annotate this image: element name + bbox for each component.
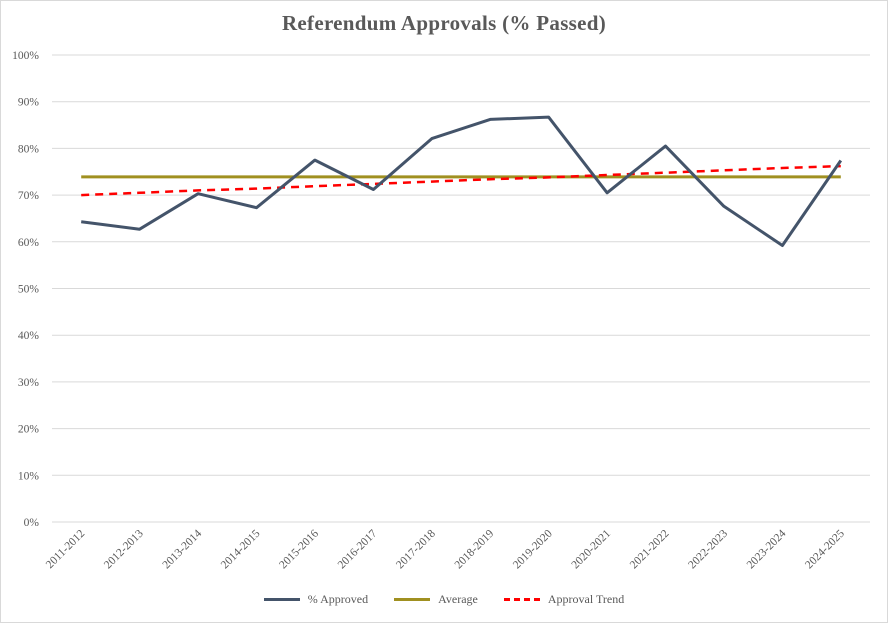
legend-swatch-trend <box>504 598 540 601</box>
x-tick-label: 2022-2023 <box>686 527 730 571</box>
x-tick-label: 2023-2024 <box>745 527 789 571</box>
legend-item-trend: Approval Trend <box>504 592 624 607</box>
y-tick-label: 80% <box>18 143 40 155</box>
y-tick-label: 90% <box>18 97 40 109</box>
plot-area: 0% 10% 20% 30% 40% 50% 60% 70% 80% 90% 100% 2011-2… <box>0 0 888 623</box>
x-tick-label: 2013-2014 <box>160 527 204 571</box>
legend-label-average: Average <box>438 592 478 607</box>
x-tick-label: 2015-2016 <box>277 527 321 571</box>
legend-item-average: Average <box>394 592 478 607</box>
legend-label-approved: % Approved <box>308 592 368 607</box>
x-tick-label: 2021-2022 <box>628 527 672 571</box>
x-tick-label: 2017-2018 <box>394 527 438 571</box>
x-tick-label: 2020-2021 <box>569 527 613 571</box>
x-tick-label: 2014-2015 <box>219 527 263 571</box>
x-tick-label: 2011-2012 <box>44 527 88 571</box>
y-tick-label: 70% <box>18 190 40 202</box>
y-tick-label: 30% <box>18 377 40 389</box>
legend-item-approved: % Approved <box>264 592 368 607</box>
x-tick-label: 2016-2017 <box>336 527 380 571</box>
legend-swatch-average <box>394 598 430 601</box>
legend-swatch-approved <box>264 598 300 601</box>
x-tick-label: 2012-2013 <box>102 527 146 571</box>
x-tick-label: 2019-2020 <box>511 527 555 571</box>
y-tick-label: 40% <box>18 330 40 342</box>
x-tick-label: 2024-2025 <box>803 527 847 571</box>
y-tick-label: 20% <box>18 424 40 436</box>
y-tick-label: 0% <box>24 517 40 529</box>
series-line-approval-trend <box>81 166 841 195</box>
y-tick-label: 10% <box>18 470 40 482</box>
y-tick-label: 100% <box>12 50 39 62</box>
y-tick-label: 50% <box>18 284 40 296</box>
legend-label-trend: Approval Trend <box>548 592 624 607</box>
legend: % Approved Average Approval Trend <box>0 592 888 607</box>
y-tick-label: 60% <box>18 237 40 249</box>
x-tick-label: 2018-2019 <box>453 527 497 571</box>
